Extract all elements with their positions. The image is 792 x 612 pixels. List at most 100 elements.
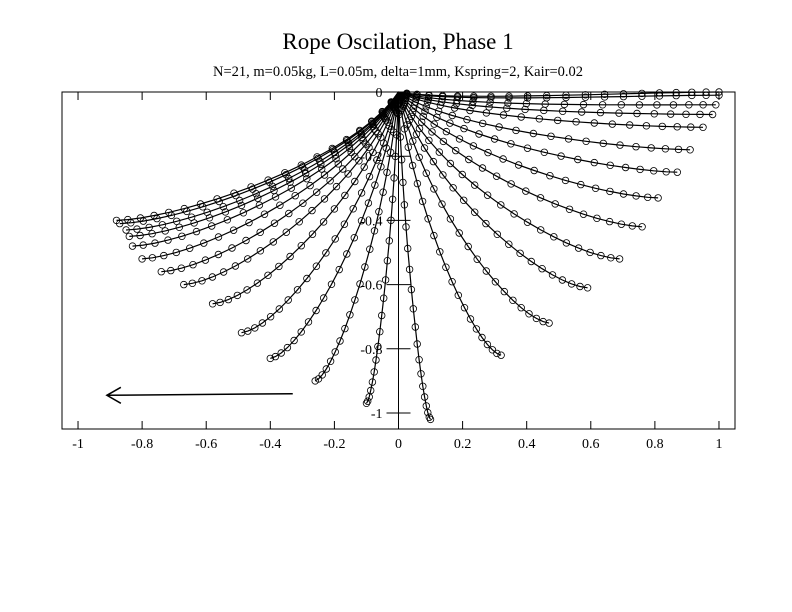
rope-node-point (536, 194, 545, 202)
rope-node-point (405, 265, 414, 274)
rope-node-point (547, 132, 555, 140)
rope-node-point (224, 295, 233, 304)
rope-node-point (469, 97, 477, 106)
rope-snapshot-series (112, 91, 399, 225)
rope-node-point (507, 180, 515, 188)
rope-node-point (355, 157, 363, 165)
rope-node-point (590, 119, 598, 127)
rope-node-point (213, 195, 221, 203)
rope-node-point (650, 167, 658, 175)
rope-node-point (136, 214, 145, 222)
rope-node-point (522, 187, 530, 195)
rope-node-point (264, 271, 272, 279)
rope-node-point (715, 91, 723, 99)
x-tick-label: 0.6 (582, 437, 600, 452)
rope-node-point (523, 94, 532, 102)
rope-node-point (415, 124, 424, 133)
rope-node-point (454, 291, 462, 299)
direction-arrow (105, 386, 293, 404)
rope-snapshot-series (397, 91, 553, 327)
rope-node-point (201, 256, 210, 264)
rope-node-point (617, 220, 626, 228)
rope-node-point (482, 219, 490, 228)
rope-node-point (364, 199, 373, 207)
rope-node-point (499, 111, 508, 119)
rope-node-point (554, 116, 562, 125)
rope-node-point (377, 162, 385, 171)
rope-node-point (270, 186, 278, 195)
rope-node-point (223, 216, 232, 224)
rope-node-point (281, 169, 289, 177)
rope-node-point (330, 205, 339, 213)
rope-node-point (562, 93, 570, 102)
rope-node-point (430, 120, 438, 128)
rope-node-point (145, 223, 153, 232)
rope-node-point (560, 100, 569, 109)
rope-node-point (662, 168, 670, 176)
rope-snapshot-line (397, 91, 550, 324)
rope-snapshots (112, 88, 723, 424)
rope-node-point (471, 181, 479, 189)
rope-node-point (368, 117, 376, 125)
rope-node-point (387, 98, 395, 106)
rope-node-point (497, 201, 505, 209)
rope-node-point (320, 171, 329, 179)
rope-node-point (344, 170, 352, 178)
rope-snapshot-line (397, 91, 588, 289)
rope-node-point (365, 393, 373, 401)
rope-snapshot-line (397, 91, 643, 228)
rope-node-point (581, 91, 590, 99)
rope-node-point (196, 200, 205, 208)
rope-node-point (483, 191, 492, 199)
rope-node-point (466, 106, 474, 115)
rope-node-point (628, 222, 636, 230)
rope-node-point (208, 300, 217, 308)
rope-node-point (466, 315, 475, 323)
rope-node-point (550, 233, 558, 241)
rope-node-point (409, 305, 417, 313)
rope-node-point (503, 104, 511, 112)
rope-node-point (658, 122, 666, 131)
rope-node-point (122, 226, 130, 234)
rope-node-point (470, 93, 478, 102)
rope-node-point (509, 296, 517, 304)
rope-node-point (167, 266, 175, 275)
rope-node-point (242, 236, 250, 245)
rope-node-point (600, 90, 609, 98)
rope-node-point (593, 214, 601, 222)
rope-node-point (303, 274, 311, 283)
y-tick-label: 0 (376, 86, 383, 101)
rope-node-point (458, 170, 466, 179)
rope-node-point (409, 137, 417, 145)
rope-node-point (478, 333, 486, 342)
rope-node-point (303, 174, 311, 183)
x-tick-label: 1 (715, 437, 722, 452)
rope-node-point (341, 324, 349, 333)
rope-node-point (497, 351, 505, 359)
rope-node-point (175, 223, 183, 231)
rope-node-point (532, 314, 541, 323)
rope-node-point (493, 349, 501, 358)
rope-node-point (500, 287, 508, 296)
rope-node-point (311, 377, 319, 385)
rope-node-point (621, 163, 630, 172)
rope-snapshot-series (180, 91, 400, 289)
rope-node-point (349, 205, 357, 213)
rope-node-point (357, 189, 366, 197)
rope-node-point (362, 399, 371, 407)
rope-node-point (446, 215, 455, 223)
rope-node-point (413, 179, 422, 188)
rope-node-point (517, 113, 525, 121)
rope-node-point (686, 146, 694, 154)
rope-node-point (583, 284, 592, 292)
x-tick-label: -0.6 (195, 437, 217, 452)
rope-node-point (636, 165, 644, 174)
rope-node-point (487, 94, 495, 102)
rope-node-point (377, 133, 385, 142)
rope-node-point (390, 174, 398, 182)
rope-node-point (180, 204, 188, 213)
rope-node-point (661, 145, 670, 153)
rope-node-point (423, 98, 432, 106)
rope-node-point (655, 92, 664, 100)
rope-node-point (650, 110, 658, 118)
